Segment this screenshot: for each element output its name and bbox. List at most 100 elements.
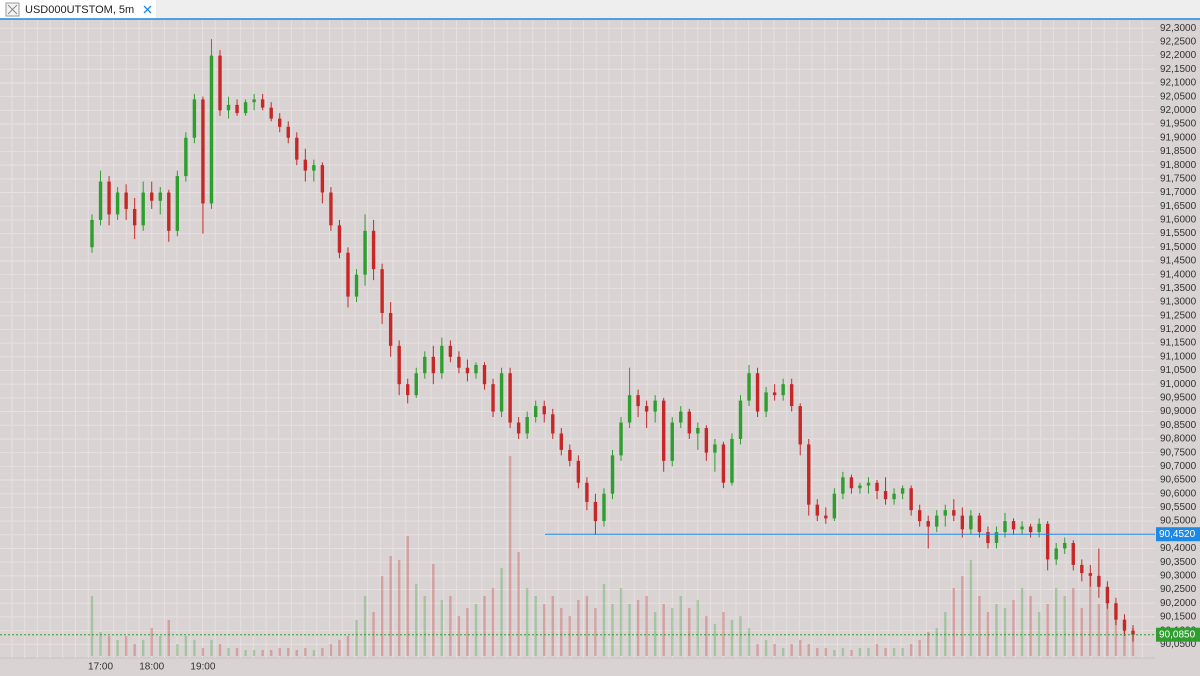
candle-body	[1097, 575, 1101, 587]
y-tick-label: 91,5000	[1160, 242, 1197, 253]
volume-bar	[346, 636, 350, 656]
y-tick-label: 90,6000	[1160, 488, 1197, 499]
candle-body	[423, 356, 427, 374]
y-tick-label: 91,7000	[1160, 187, 1197, 198]
candle-body	[610, 455, 615, 494]
volume-bar	[713, 624, 717, 656]
candle-body	[636, 395, 640, 407]
candle-body	[107, 181, 111, 215]
candle-body	[226, 104, 231, 111]
candle-body	[789, 384, 794, 407]
candle-body	[303, 159, 308, 171]
candle-body	[474, 365, 478, 374]
y-tick-label: 90,7500	[1160, 447, 1197, 458]
candle-body	[593, 501, 598, 522]
volume-bar	[261, 650, 264, 656]
candle-body	[516, 422, 521, 434]
candle-body	[721, 444, 726, 483]
candle-body	[388, 312, 393, 346]
volume-bar	[287, 648, 290, 656]
candle-body	[755, 373, 760, 412]
candle-body	[969, 515, 973, 530]
y-tick-label: 92,0500	[1160, 91, 1197, 102]
candle-body	[858, 485, 862, 489]
candle-body	[926, 521, 930, 527]
candle-body	[380, 269, 384, 313]
candle-body	[354, 274, 359, 297]
candle-body	[286, 126, 290, 138]
candle-body	[1003, 521, 1007, 533]
candle-body	[158, 192, 162, 201]
y-tick-label: 90,8500	[1160, 420, 1197, 431]
volume-bar	[449, 596, 452, 656]
candle-body	[440, 345, 444, 374]
volume-bar	[116, 640, 119, 656]
price-label: 90,0850	[1159, 629, 1196, 640]
volume-bar	[688, 608, 691, 656]
volume-bar	[107, 636, 111, 656]
volume-bar	[210, 640, 213, 656]
y-tick-label: 91,8500	[1160, 146, 1197, 157]
volume-bar	[1003, 608, 1007, 656]
volume-bar	[671, 608, 674, 656]
candle-body	[559, 433, 564, 450]
tab-close[interactable]	[143, 5, 152, 14]
candle-body	[90, 219, 94, 248]
volume-bar	[159, 636, 162, 656]
candle-body	[534, 406, 538, 418]
candle-body	[184, 137, 188, 177]
candle-body	[653, 400, 657, 412]
candle-body	[1011, 521, 1016, 530]
y-tick-label: 91,2500	[1160, 310, 1197, 321]
candle-body	[602, 493, 606, 522]
volume-bar	[995, 604, 998, 656]
volume-bar	[799, 640, 802, 656]
candle-body	[644, 406, 649, 412]
candle-body	[917, 510, 922, 522]
volume-bar	[636, 600, 640, 656]
volume-bar	[235, 648, 239, 656]
volume-bar	[756, 644, 759, 656]
candle-body	[576, 460, 581, 483]
volume-bar	[602, 584, 606, 656]
candle-body	[815, 504, 819, 516]
candle-body	[465, 367, 470, 374]
y-tick-label: 91,2000	[1160, 324, 1197, 335]
y-tick-label: 91,9500	[1160, 119, 1197, 130]
candle-body	[397, 345, 401, 385]
volume-bar	[696, 600, 700, 656]
volume-bar	[457, 616, 461, 656]
volume-bar	[304, 648, 307, 656]
candle-body	[320, 165, 325, 193]
y-tick-label: 90,2500	[1160, 584, 1197, 595]
y-tick-label: 91,5500	[1160, 228, 1197, 239]
candle-body	[875, 482, 879, 491]
volume-bar	[338, 640, 341, 656]
volume-bar	[909, 644, 913, 656]
volume-bar	[500, 568, 503, 656]
volume-bar	[679, 596, 682, 656]
y-tick-label: 90,0500	[1160, 639, 1197, 650]
volume-bar	[619, 588, 623, 656]
candle-body	[849, 477, 854, 489]
y-tick-label: 92,1000	[1160, 78, 1197, 89]
candle-body	[1054, 548, 1058, 560]
y-tick-label: 90,9500	[1160, 393, 1197, 404]
candle-body	[542, 406, 546, 415]
volume-bar	[1089, 576, 1092, 656]
candle-body	[1037, 523, 1041, 533]
volume-bar	[184, 636, 188, 656]
volume-bar	[176, 644, 179, 656]
candle-body	[124, 192, 128, 209]
volume-bar	[978, 596, 981, 656]
y-tick-label: 91,4000	[1160, 269, 1197, 280]
candle-body	[312, 165, 316, 171]
tab[interactable]	[0, 0, 156, 19]
volume-bar	[278, 648, 281, 656]
candle-body	[363, 230, 367, 275]
volume-bar	[781, 648, 785, 656]
volume-bar	[961, 576, 964, 656]
volume-bar	[816, 648, 819, 656]
volume-bar	[875, 644, 879, 656]
